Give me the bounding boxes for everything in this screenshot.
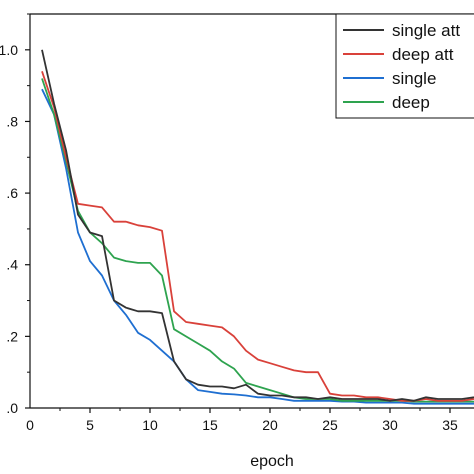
y-tick-label: .8	[6, 113, 18, 129]
x-axis-ticks: 0 5 10 15 20 25 30 35	[26, 408, 458, 433]
legend-entry-label: deep att	[392, 45, 454, 64]
legend-box	[335, 13, 474, 119]
y-tick-label: .0	[6, 400, 18, 416]
series-line-deep-att	[41, 71, 474, 402]
x-tick-label: 0	[26, 417, 34, 433]
y-axis-ticks: .0 .2 .4 .6 .8 1.0	[0, 13, 30, 416]
x-tick-label: 30	[382, 417, 398, 433]
y-tick-label: .4	[6, 257, 18, 273]
legend-entry-label: deep	[392, 93, 430, 112]
y-tick-label: .6	[6, 185, 18, 201]
x-tick-label: 35	[442, 417, 458, 433]
series-line-single-att	[41, 49, 474, 402]
x-tick-label: 5	[86, 417, 94, 433]
series-layer	[41, 49, 474, 405]
legend: single att deep att single deep	[335, 13, 474, 119]
x-axis-title: epoch	[250, 453, 294, 470]
x-tick-label: 20	[262, 417, 278, 433]
x-tick-label: 15	[202, 417, 218, 433]
y-tick-label: .2	[6, 328, 18, 344]
legend-entry-label: single att	[392, 21, 460, 40]
x-tick-label: 25	[322, 417, 338, 433]
x-tick-label: 10	[142, 417, 158, 433]
legend-entry-label: single	[392, 69, 436, 88]
series-line-deep	[41, 78, 474, 403]
y-tick-label: 1.0	[0, 42, 18, 58]
series-line-single	[41, 88, 474, 405]
